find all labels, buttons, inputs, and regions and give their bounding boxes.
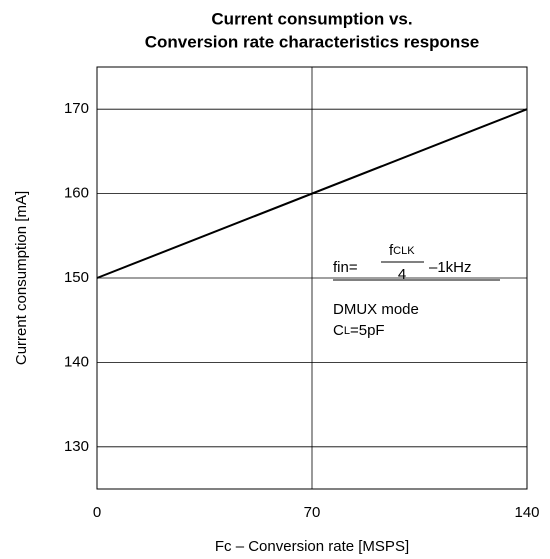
annotation: fin= fCLK 4 –1kHz DMUX mode CL=5pF: [333, 242, 500, 339]
chart-title: Current consumption vs.: [211, 9, 412, 28]
x-tick-label: 70: [304, 504, 321, 521]
y-axis-label: Current consumption [mA]: [13, 191, 30, 365]
y-tick-label: 150: [64, 269, 89, 286]
annotation-text: fCLK: [389, 242, 415, 259]
annotation-text: CL=5pF: [333, 322, 385, 339]
annotation-text: 4: [398, 266, 406, 283]
y-tick-label: 160: [64, 185, 89, 202]
x-axis-label: Fc – Conversion rate [MSPS]: [215, 538, 409, 555]
y-tick-label: 170: [64, 100, 89, 117]
y-tick-label: 140: [64, 353, 89, 370]
data-line: [96, 108, 528, 279]
chart-title: Conversion rate characteristics response: [145, 32, 479, 51]
annotation-text: DMUX mode: [333, 301, 419, 318]
annotation-text: fin=: [333, 259, 358, 276]
annotation-text: –1kHz: [429, 259, 472, 276]
x-tick-label: 140: [514, 504, 539, 521]
x-tick-label: 0: [93, 504, 101, 521]
y-tick-label: 130: [64, 438, 89, 455]
